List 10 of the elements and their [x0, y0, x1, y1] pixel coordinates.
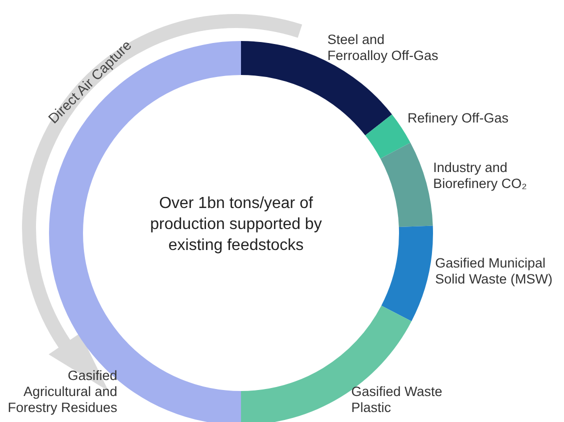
text: Over 1bn tons/year of production supported by existing feedstocks [150, 195, 322, 254]
slice-label: Gasified Waste Plastic [351, 384, 442, 415]
donut-slice [381, 226, 433, 322]
slice-label: Gasified Agricultural and Forestry Residues [8, 368, 118, 415]
donut-slice [380, 142, 433, 228]
slice-label: Steel and Ferroalloy Off-Gas [327, 32, 438, 64]
slice-label: Refinery Off-Gas [408, 110, 509, 126]
donut-slice [365, 114, 410, 159]
slice-label: Gasified Municipal Solid Waste (MSW) [435, 256, 552, 287]
slice-label: Industry and Biorefinery CO₂ [433, 160, 527, 191]
